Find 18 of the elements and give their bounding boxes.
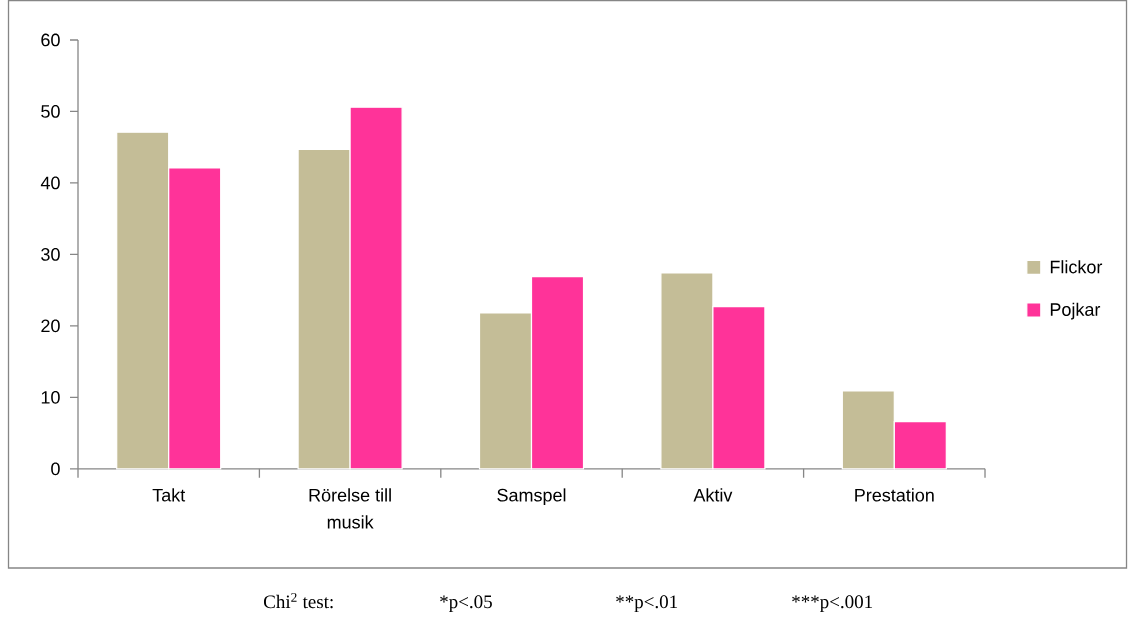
y-tick-label: 40: [40, 176, 60, 190]
x-tick-label: Prestation: [855, 488, 934, 502]
text: **p<.01: [616, 595, 678, 613]
text: Chi$^{2}$ test:: [263, 592, 333, 609]
legend-label: Flickor: [1050, 260, 1103, 274]
text: *p<.05: [440, 595, 492, 613]
y-tick-label: 60: [41, 33, 60, 47]
legend-label: Pojkar: [1050, 302, 1101, 320]
x-tick-label: Rörelse till musik: [309, 488, 391, 529]
x-tick-label: Takt: [152, 488, 186, 502]
y-tick-label: 50: [41, 105, 60, 118]
text: ***p<.001: [792, 595, 873, 613]
y-tick-label: 20: [41, 319, 60, 333]
y-tick-label: 0: [51, 462, 60, 476]
y-tick-label: 10: [41, 390, 60, 404]
y-tick-label: 30: [41, 248, 60, 261]
x-tick-label: Samspel: [497, 488, 566, 506]
x-tick-label: Aktiv: [693, 488, 733, 502]
